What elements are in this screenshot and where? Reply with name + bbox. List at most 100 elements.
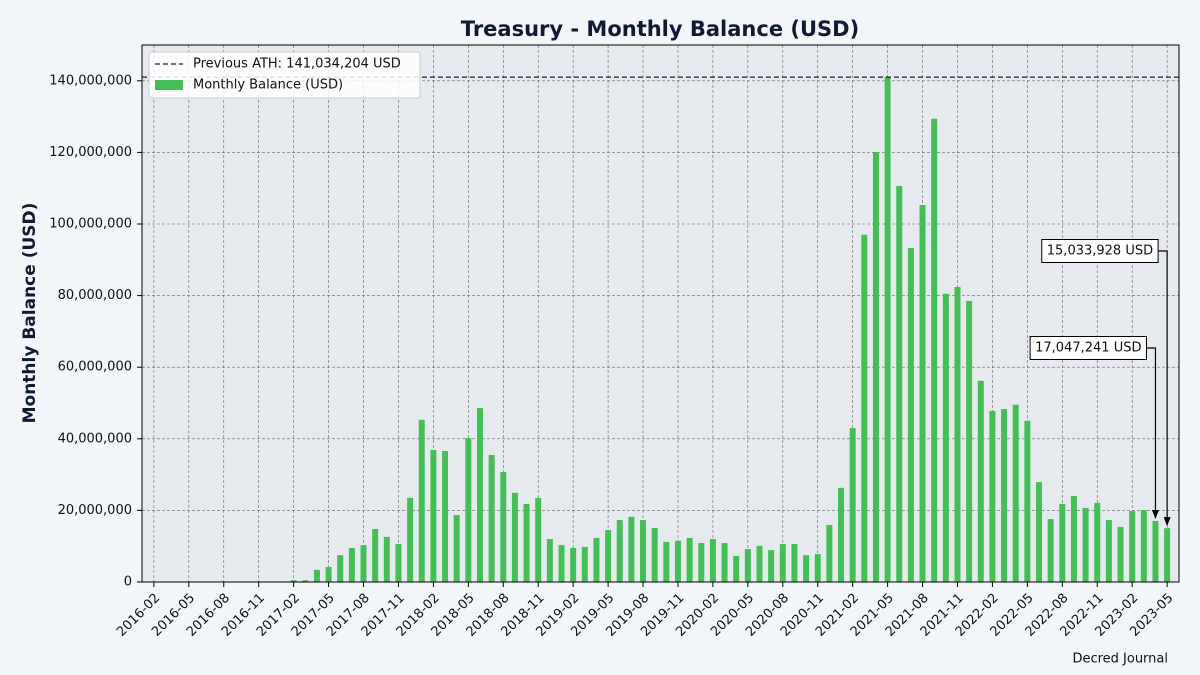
bar (395, 544, 402, 582)
bar (1070, 496, 1077, 582)
arrow-head (1151, 509, 1159, 519)
bar (488, 454, 495, 582)
bar (1059, 503, 1066, 582)
y-axis-label: Monthly Balance (USD) (20, 203, 40, 424)
bar (1129, 511, 1136, 582)
bar (698, 542, 705, 582)
bar (872, 152, 879, 583)
bar (803, 555, 810, 582)
bar (674, 540, 681, 582)
bar (1047, 518, 1054, 582)
bar (593, 537, 600, 582)
bar (1152, 520, 1159, 582)
bar (768, 550, 775, 582)
bar (663, 541, 670, 582)
annotation-label: 17,047,241 USD (1035, 341, 1141, 356)
y-tick-label: 0 (124, 575, 132, 590)
source: Decred Journal (1072, 652, 1168, 667)
bar (686, 537, 693, 582)
bar (313, 569, 320, 582)
annotation-label: 15,033,928 USD (1047, 244, 1153, 259)
plot-frame (141, 44, 1180, 583)
bar (442, 450, 449, 582)
bar (605, 530, 612, 582)
bar (581, 546, 588, 582)
plot-area (142, 45, 1179, 582)
bar (500, 472, 507, 582)
annotation-arrow (1158, 250, 1168, 526)
bar (989, 410, 996, 582)
bar (372, 529, 379, 582)
bar (966, 300, 973, 582)
bar (721, 542, 728, 582)
bar (884, 77, 891, 583)
bar (896, 186, 903, 582)
chart-title: Treasury - Monthly Balance (USD) (461, 17, 859, 41)
bar (290, 580, 297, 582)
bar (1117, 526, 1124, 582)
bar (861, 234, 868, 583)
bar (954, 287, 961, 582)
bar (1012, 404, 1019, 582)
bar (511, 492, 518, 582)
bar (1036, 482, 1043, 582)
y-tick-label: 100,000,000 (49, 217, 132, 232)
y-tick-label: 80,000,000 (58, 288, 132, 303)
bar (1140, 510, 1147, 582)
bar (546, 539, 553, 582)
bar (826, 525, 833, 582)
bar (453, 515, 460, 582)
bar (640, 520, 647, 582)
y-tick-label: 20,000,000 (58, 503, 132, 518)
bar (791, 544, 798, 582)
legend-label: Monthly Balance (USD) (193, 78, 343, 93)
y-tick-label: 40,000,000 (58, 431, 132, 446)
bar (337, 555, 344, 582)
y-tick-label: 60,000,000 (58, 360, 132, 375)
bar (907, 247, 914, 582)
bar (476, 408, 483, 582)
bar (302, 580, 309, 582)
bar (616, 520, 623, 582)
bar (651, 527, 658, 582)
legend-bar-swatch (155, 80, 183, 90)
bar (733, 555, 740, 582)
legend-box (148, 51, 421, 99)
bar (1082, 507, 1089, 582)
y-tick-label: 140,000,000 (49, 73, 132, 88)
bar (1001, 409, 1008, 582)
bar (931, 118, 938, 583)
legend-label: Previous ATH: 141,034,204 USD (193, 57, 401, 72)
bar (523, 503, 530, 582)
bar (628, 516, 635, 582)
bar (709, 539, 716, 582)
bar (942, 293, 949, 582)
bar (1094, 502, 1101, 582)
y-tick-label: 120,000,000 (49, 145, 132, 160)
bar (919, 205, 926, 582)
bar (744, 549, 751, 582)
bar (977, 380, 984, 582)
bar (430, 449, 437, 582)
bar (348, 547, 355, 582)
bar (1164, 528, 1171, 582)
annotation-arrow (1146, 347, 1157, 518)
bar (779, 544, 786, 582)
bar (1024, 420, 1031, 582)
bar (325, 566, 332, 582)
bar (407, 497, 414, 582)
bar (1105, 520, 1112, 582)
bar (535, 497, 542, 582)
bar (756, 545, 763, 582)
bar (849, 428, 856, 582)
bar (383, 536, 390, 582)
bar (570, 547, 577, 582)
bar (838, 487, 845, 582)
bar (418, 419, 425, 582)
bar (558, 545, 565, 582)
bar (465, 438, 472, 582)
arrow-head (1163, 517, 1171, 527)
bar (360, 545, 367, 582)
bar (814, 554, 821, 582)
